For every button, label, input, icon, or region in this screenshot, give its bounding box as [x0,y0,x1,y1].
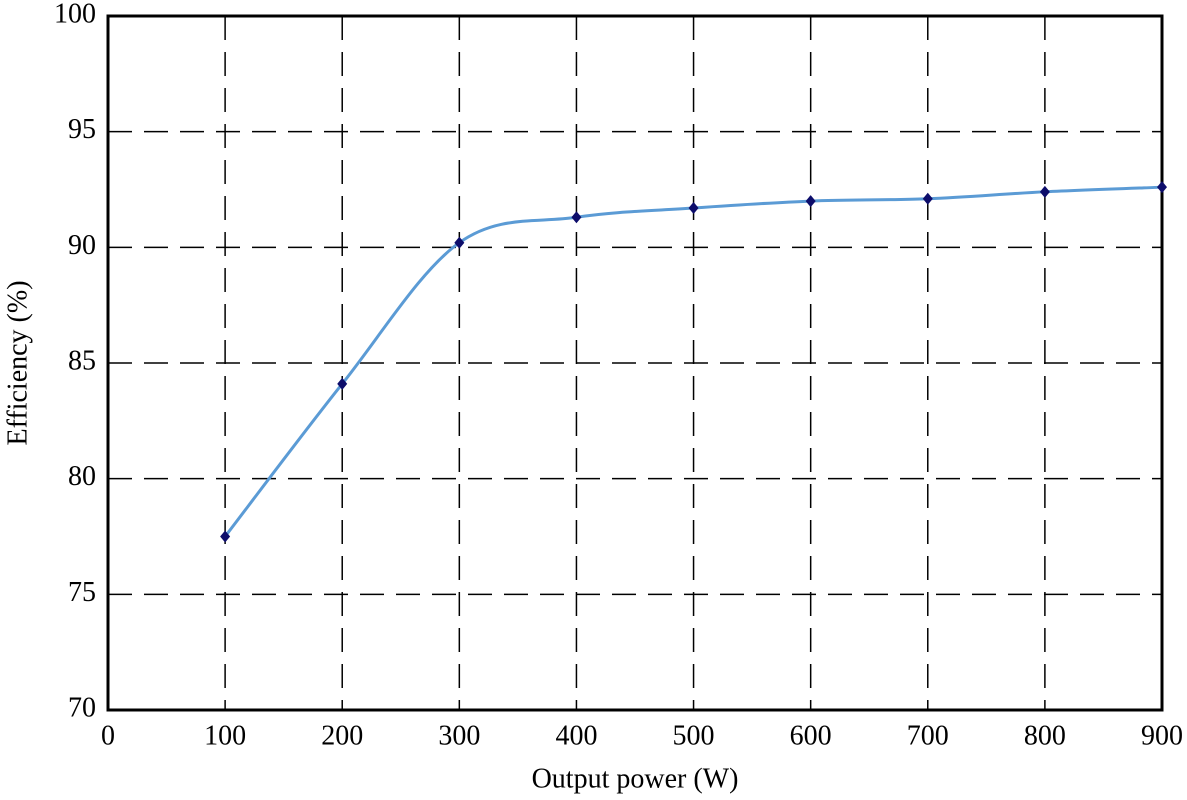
data-point [922,192,933,205]
y-tick-label: 70 [68,692,96,723]
data-point [1157,181,1167,194]
y-tick-label: 95 [68,114,96,145]
x-tick-label: 400 [555,720,597,751]
data-point [220,530,231,543]
x-tick-label: 700 [907,720,949,751]
x-tick-label: 200 [321,720,363,751]
y-tick-label: 100 [54,0,96,29]
data-point [688,202,699,215]
y-tick-label: 75 [68,577,96,608]
x-tick-label: 100 [204,720,246,751]
y-tick-label: 85 [68,345,96,376]
y-axis-title: Efficiency (%) [2,280,33,445]
x-tick-label: 900 [1141,720,1183,751]
data-point [571,211,582,224]
data-point [1039,185,1050,198]
x-tick-label: 0 [101,720,115,751]
y-tick-label: 90 [68,230,96,261]
x-tick-label: 300 [438,720,480,751]
data-point [454,236,465,249]
data-point [805,195,816,208]
plot-frame [106,14,1164,712]
data-point [337,377,348,390]
x-tick-label: 800 [1024,720,1066,751]
data-line [223,185,1163,538]
y-tick-label: 80 [68,461,96,492]
x-tick-label: 500 [673,720,715,751]
x-tick-label: 600 [790,720,832,751]
x-axis-title: Output power (W) [532,763,739,794]
